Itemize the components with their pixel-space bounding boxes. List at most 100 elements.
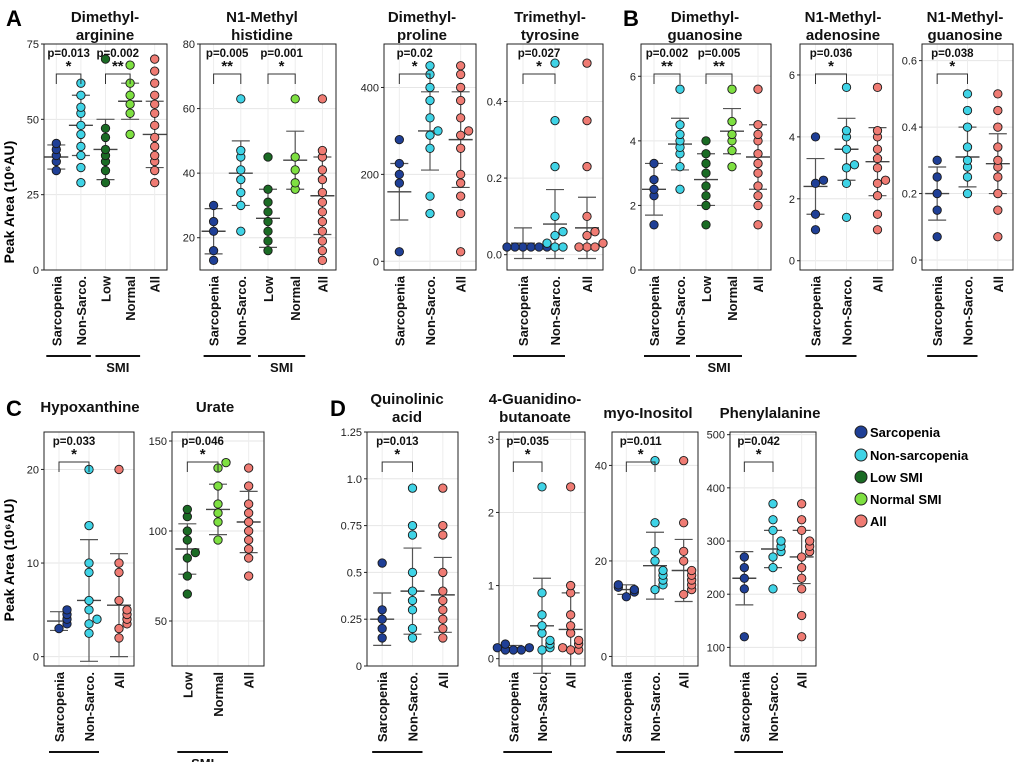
x-category-label: Non-Sarco. [535, 672, 550, 741]
data-point [182, 504, 192, 515]
chart-title: N1-Methyl [226, 9, 298, 26]
data-point [407, 520, 418, 531]
data-point [768, 525, 778, 536]
plot-frame [611, 431, 699, 667]
chart-title: guanosine [667, 27, 742, 44]
data-point [122, 605, 132, 615]
data-point [701, 220, 711, 230]
y-tick-label: 2 [488, 507, 494, 519]
data-point [290, 152, 300, 162]
chart-title: Trimethyl- [514, 9, 586, 26]
significance-bracket [653, 73, 681, 84]
y-tick-label: 1.25 [341, 427, 362, 439]
data-point [545, 635, 555, 646]
data-point [150, 177, 160, 188]
data-point [880, 175, 891, 185]
data-point [377, 605, 387, 615]
panel-letters: A B C D [6, 6, 639, 421]
chart-title: Dimethyl- [671, 9, 739, 26]
data-point [114, 633, 124, 643]
data-point [236, 226, 246, 236]
data-point [701, 191, 711, 201]
legend-label-sarcopenia: Sarcopenia [870, 425, 941, 440]
data-point [407, 586, 418, 596]
x-category-label: Sarcopenia [516, 275, 531, 346]
data-point [456, 191, 466, 201]
chart-tmt: 0.0 0.2 0.4 Trimethyl-tyrosine Sarcopenia Non… [487, 9, 608, 357]
data-point [407, 483, 418, 493]
legend-label-low-smi: Low SMI [870, 470, 923, 485]
x-category-label: All [454, 276, 469, 293]
significance-bracket [267, 73, 296, 84]
significance-stars: * [756, 446, 762, 463]
x-category-label: Low [99, 275, 114, 302]
x-category-label: Normal [211, 672, 226, 717]
plot-frame [43, 43, 168, 271]
data-point [962, 142, 973, 152]
data-point [675, 129, 685, 140]
data-point [394, 247, 404, 257]
significance-bracket [58, 461, 90, 472]
x-category-label: All [580, 276, 595, 293]
significance-bracket [522, 73, 556, 84]
data-point [456, 113, 466, 123]
data-point [797, 499, 807, 509]
data-point [208, 245, 219, 256]
p-value-label: p=0.002 [646, 48, 689, 60]
group-underline-label: SMI [707, 360, 730, 375]
chart-title: guanosine [927, 27, 1002, 44]
data-point [768, 552, 778, 562]
y-tick-label: 20 [27, 464, 39, 476]
significance-bracket [705, 73, 733, 84]
data-point [244, 544, 254, 554]
panel-letter-B: B [623, 6, 639, 31]
data-point [394, 169, 404, 180]
y-tick-label: 200 [361, 169, 379, 181]
data-point [263, 207, 273, 217]
data-point [236, 165, 246, 175]
data-point [797, 552, 807, 562]
panel-letter-A: A [6, 6, 22, 31]
data-point [51, 165, 61, 176]
data-point [962, 188, 973, 199]
data-point [150, 132, 160, 143]
x-category-label: All [564, 672, 579, 689]
data-point [993, 172, 1003, 182]
y-tick-label: 60 [183, 104, 195, 116]
data-point [550, 242, 560, 252]
x-category-label: Sarcopenia [506, 671, 521, 742]
data-point [208, 216, 219, 227]
x-category-label: Sarcopenia [52, 671, 67, 742]
data-point [675, 162, 685, 172]
data-point [244, 481, 254, 491]
data-point [537, 610, 547, 620]
legend-label-non-sarcopenia: Non-sarcopenia [870, 448, 969, 463]
data-point [872, 209, 883, 219]
x-category-label: Normal [725, 276, 740, 321]
data-point [377, 623, 387, 634]
data-point [739, 552, 749, 562]
data-point [377, 633, 387, 643]
significance-stars: ** [112, 58, 124, 75]
legend-swatch-non-sarcopenia [854, 448, 868, 462]
data-point [932, 188, 942, 199]
data-point [190, 547, 200, 558]
data-point [182, 535, 192, 545]
data-point [574, 635, 584, 646]
x-category-label: Non-Sarco. [423, 276, 438, 345]
y-tick-label: 400 [707, 483, 725, 495]
p-value-label: p=0.011 [620, 436, 662, 448]
panel-letter-D: D [330, 396, 346, 421]
data-point [502, 242, 512, 252]
data-point [76, 129, 86, 140]
data-point [213, 517, 223, 527]
x-category-label: All [751, 276, 766, 293]
data-point [125, 108, 135, 118]
data-point [51, 138, 61, 149]
y-axis-label-top: Peak Area (10⁶AU) [1, 141, 17, 264]
y-tick-label: 20 [183, 233, 195, 245]
data-point [208, 255, 219, 265]
data-point [701, 149, 711, 159]
data-point [407, 567, 418, 578]
data-point [727, 129, 737, 140]
